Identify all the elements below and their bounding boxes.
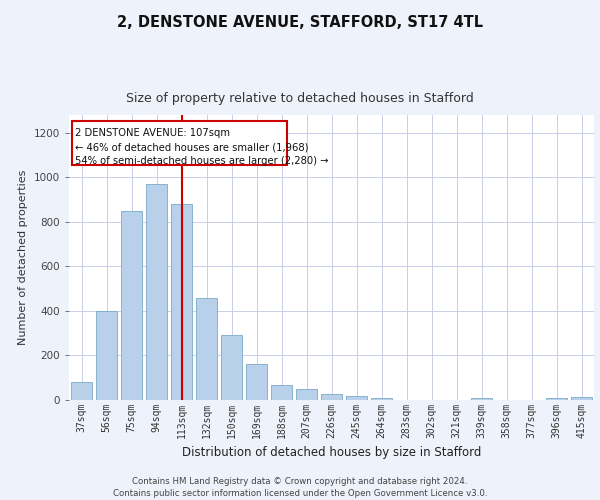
Bar xyxy=(546,398,567,400)
Bar xyxy=(321,394,342,400)
Y-axis label: Number of detached properties: Number of detached properties xyxy=(18,170,28,345)
X-axis label: Distribution of detached houses by size in Stafford: Distribution of detached houses by size … xyxy=(182,446,481,460)
FancyBboxPatch shape xyxy=(71,120,287,165)
Bar xyxy=(296,389,317,400)
Bar xyxy=(96,312,117,400)
Bar xyxy=(171,204,192,400)
Text: 2, DENSTONE AVENUE, STAFFORD, ST17 4TL: 2, DENSTONE AVENUE, STAFFORD, ST17 4TL xyxy=(117,15,483,30)
Bar xyxy=(246,364,267,400)
Bar xyxy=(121,211,142,400)
Text: Size of property relative to detached houses in Stafford: Size of property relative to detached ho… xyxy=(126,92,474,105)
Bar xyxy=(146,184,167,400)
Bar xyxy=(271,385,292,400)
Text: 2 DENSTONE AVENUE: 107sqm
← 46% of detached houses are smaller (1,968)
54% of se: 2 DENSTONE AVENUE: 107sqm ← 46% of detac… xyxy=(75,128,329,166)
Bar xyxy=(371,398,392,400)
Bar xyxy=(71,382,92,400)
Bar xyxy=(196,298,217,400)
Bar xyxy=(471,398,492,400)
Bar xyxy=(571,396,592,400)
Bar xyxy=(221,335,242,400)
Text: Contains HM Land Registry data © Crown copyright and database right 2024.
Contai: Contains HM Land Registry data © Crown c… xyxy=(113,476,487,498)
Bar xyxy=(346,396,367,400)
